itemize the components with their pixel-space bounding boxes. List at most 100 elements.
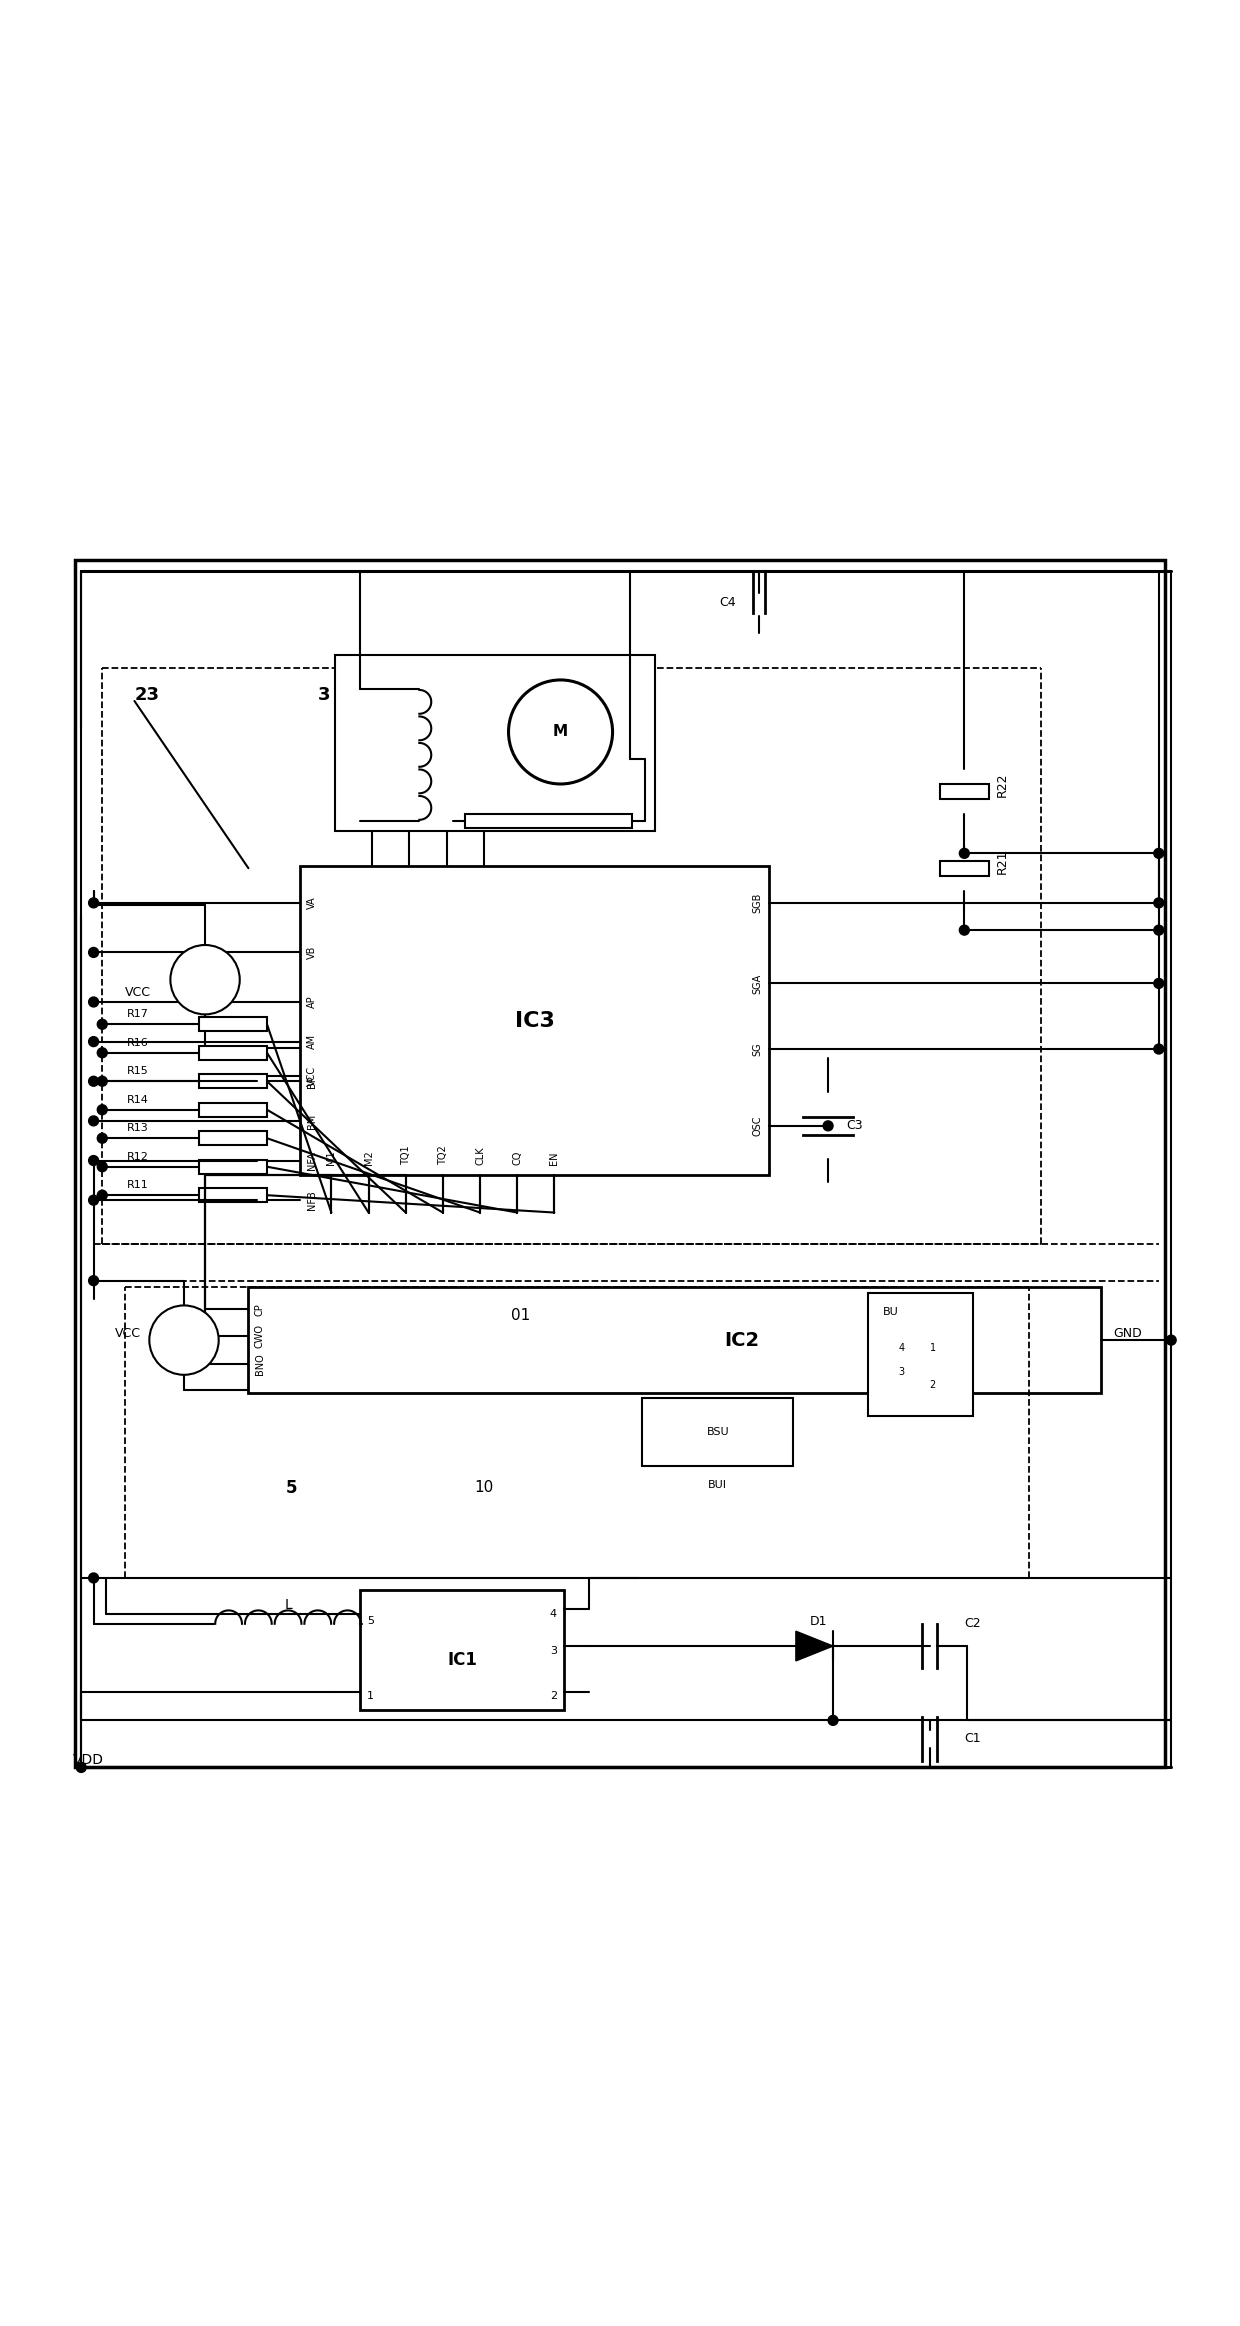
Circle shape: [170, 944, 239, 1014]
Bar: [198, 1047, 267, 1061]
Text: TQ2: TQ2: [438, 1147, 448, 1165]
Text: BNO: BNO: [254, 1354, 264, 1375]
Bar: [248, 1286, 1101, 1393]
Text: M: M: [553, 723, 568, 740]
Text: 4: 4: [549, 1610, 557, 1619]
Text: SGA: SGA: [753, 972, 763, 993]
Circle shape: [960, 926, 970, 935]
Bar: [198, 1103, 267, 1116]
Text: VCC: VCC: [114, 1328, 140, 1340]
Text: SGB: SGB: [753, 893, 763, 914]
Circle shape: [88, 1275, 98, 1286]
Text: C2: C2: [965, 1617, 981, 1631]
Circle shape: [76, 1763, 86, 1772]
Text: R15: R15: [126, 1065, 149, 1077]
Bar: [74, 561, 1166, 1768]
Polygon shape: [796, 1631, 833, 1661]
Circle shape: [88, 1572, 98, 1584]
Text: SG: SG: [753, 1042, 763, 1056]
Text: CWO: CWO: [254, 1323, 264, 1349]
Bar: [198, 1075, 267, 1089]
Bar: [360, 1591, 564, 1710]
Text: IC2: IC2: [724, 1330, 759, 1349]
Text: BSU: BSU: [707, 1428, 729, 1437]
Text: L: L: [284, 1598, 291, 1612]
Text: R22: R22: [996, 772, 1008, 798]
Text: EN: EN: [549, 1151, 559, 1165]
Bar: [465, 814, 632, 828]
Text: C4: C4: [719, 595, 735, 609]
Text: R16: R16: [126, 1037, 149, 1047]
Circle shape: [88, 898, 98, 907]
Text: AM: AM: [306, 1035, 316, 1049]
Circle shape: [508, 679, 613, 784]
Text: C3: C3: [847, 1119, 863, 1133]
Text: VCC: VCC: [306, 1065, 316, 1086]
Bar: [335, 656, 655, 830]
Text: VCC: VCC: [124, 986, 150, 998]
Circle shape: [823, 1121, 833, 1130]
Circle shape: [1167, 1335, 1176, 1344]
Text: R13: R13: [126, 1123, 149, 1133]
Text: CLK: CLK: [475, 1147, 485, 1165]
Text: 3: 3: [899, 1368, 905, 1377]
Circle shape: [97, 1161, 107, 1172]
Circle shape: [828, 1714, 838, 1726]
Text: 4: 4: [899, 1342, 905, 1351]
Text: NFA: NFA: [306, 1151, 316, 1170]
Circle shape: [88, 1037, 98, 1047]
Circle shape: [97, 1047, 107, 1058]
Circle shape: [97, 1105, 107, 1114]
Text: M1: M1: [326, 1151, 336, 1165]
Bar: [300, 865, 769, 1175]
Text: R17: R17: [126, 1009, 149, 1019]
Text: 5: 5: [367, 1617, 374, 1626]
Text: 1: 1: [930, 1342, 936, 1351]
Bar: [642, 1398, 794, 1465]
Circle shape: [88, 947, 98, 958]
Text: 1: 1: [367, 1691, 374, 1700]
Text: BM: BM: [306, 1114, 316, 1128]
Text: R11: R11: [126, 1179, 149, 1191]
Bar: [198, 1161, 267, 1175]
Text: 01: 01: [511, 1307, 531, 1323]
Text: R12: R12: [126, 1151, 149, 1161]
Text: BUI: BUI: [708, 1479, 728, 1491]
Bar: [198, 1189, 267, 1203]
Circle shape: [1154, 979, 1164, 989]
Circle shape: [1154, 898, 1164, 907]
Circle shape: [1154, 926, 1164, 935]
Text: AP: AP: [306, 996, 316, 1007]
Text: GND: GND: [1114, 1328, 1142, 1340]
Bar: [198, 1016, 267, 1030]
Circle shape: [88, 1116, 98, 1126]
Circle shape: [149, 1305, 218, 1375]
Circle shape: [97, 1133, 107, 1142]
Text: OSC: OSC: [753, 1116, 763, 1135]
Text: 2: 2: [930, 1379, 936, 1389]
Circle shape: [97, 1019, 107, 1028]
Text: 23: 23: [134, 686, 160, 705]
Circle shape: [97, 1077, 107, 1086]
Text: TQ1: TQ1: [401, 1147, 410, 1165]
Text: M2: M2: [363, 1151, 373, 1165]
Circle shape: [88, 1196, 98, 1205]
Text: VB: VB: [306, 947, 316, 958]
Circle shape: [88, 1156, 98, 1165]
Text: 3: 3: [549, 1647, 557, 1656]
Bar: [940, 784, 990, 798]
Text: C1: C1: [965, 1733, 981, 1744]
Circle shape: [1154, 1044, 1164, 1054]
Text: CQ: CQ: [512, 1151, 522, 1165]
Text: IC3: IC3: [515, 1009, 554, 1030]
Text: 5: 5: [286, 1479, 298, 1496]
Text: IC1: IC1: [448, 1651, 477, 1670]
Text: VA: VA: [306, 896, 316, 909]
Text: BU: BU: [883, 1307, 898, 1317]
Text: R14: R14: [126, 1096, 149, 1105]
Text: 2: 2: [549, 1691, 557, 1700]
Text: D1: D1: [810, 1614, 827, 1628]
Circle shape: [960, 849, 970, 858]
Text: CP: CP: [254, 1303, 264, 1317]
Bar: [198, 1130, 267, 1144]
